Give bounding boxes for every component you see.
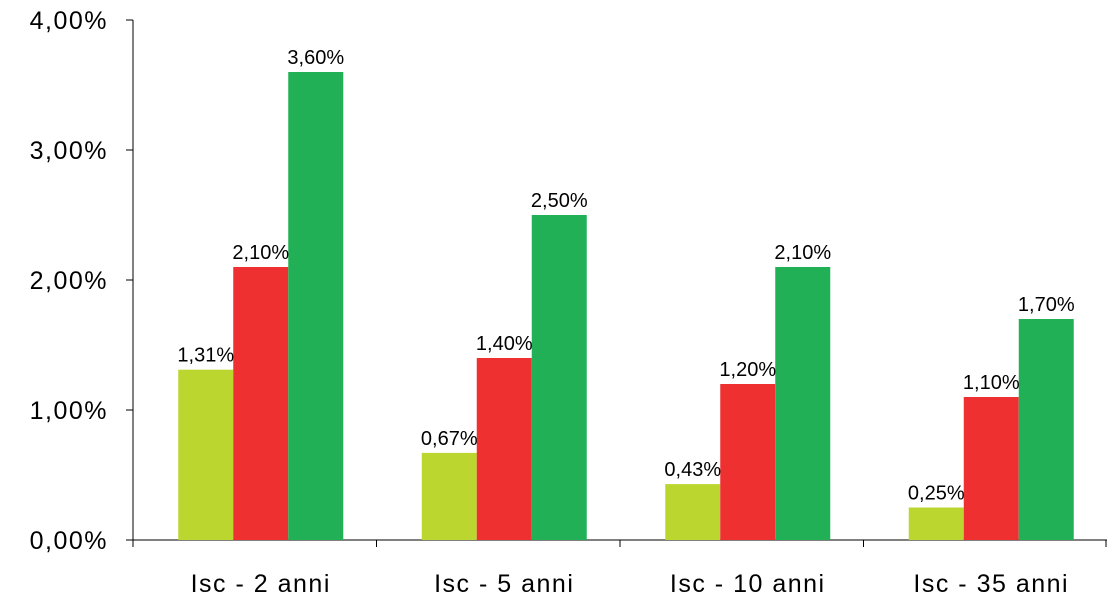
bar-value-label: 3,60% bbox=[287, 47, 344, 69]
bar-value-label: 0,67% bbox=[421, 428, 478, 450]
x-axis: Isc - 2 anni Isc - 5 anni Isc - 10 anni Isc… bbox=[132, 539, 1107, 598]
y-tick-label: 4,00% bbox=[30, 7, 108, 35]
bar-value-label: 2,50% bbox=[531, 190, 588, 212]
y-tick-label: 0,00% bbox=[30, 527, 108, 555]
bar-series-group bbox=[178, 72, 1074, 540]
x-category-label: Isc - 35 anni bbox=[913, 570, 1069, 598]
bar-value-label: 0,25% bbox=[908, 483, 965, 505]
bar bbox=[665, 484, 721, 540]
bar bbox=[233, 267, 289, 540]
bar bbox=[1018, 319, 1074, 540]
y-tick-label: 1,00% bbox=[30, 397, 108, 425]
bar bbox=[775, 267, 831, 540]
bar-value-label: 1,20% bbox=[719, 359, 776, 381]
bar-value-label: 2,10% bbox=[774, 242, 831, 264]
y-axis: 0,00% 1,00% 2,00% 3,00% 4,00% bbox=[30, 7, 134, 555]
bar-value-label: 2,10% bbox=[232, 242, 289, 264]
x-category-label: Isc - 2 anni bbox=[191, 570, 331, 598]
bar-value-label: 1,70% bbox=[1018, 294, 1075, 316]
bar-value-label: 1,31% bbox=[177, 345, 234, 367]
bar bbox=[178, 369, 234, 540]
x-category-label: Isc - 10 anni bbox=[670, 570, 826, 598]
bar bbox=[908, 507, 964, 540]
x-category-label: Isc - 5 anni bbox=[434, 570, 574, 598]
bar bbox=[720, 384, 776, 540]
bar bbox=[963, 397, 1019, 540]
data-labels-group: 1,31% 2,10% 3,60% 0,67% 1,40% 2,50% 0,43% 1,20%… bbox=[177, 47, 1074, 505]
bar bbox=[421, 452, 477, 540]
bar-value-label: 1,10% bbox=[963, 372, 1020, 394]
bar bbox=[531, 215, 587, 540]
bar bbox=[476, 358, 532, 540]
bar-value-label: 0,43% bbox=[664, 459, 721, 481]
bar-value-label: 1,40% bbox=[476, 333, 533, 355]
bar bbox=[288, 72, 344, 540]
y-tick-label: 3,00% bbox=[30, 137, 108, 165]
y-tick-label: 2,00% bbox=[30, 267, 108, 295]
